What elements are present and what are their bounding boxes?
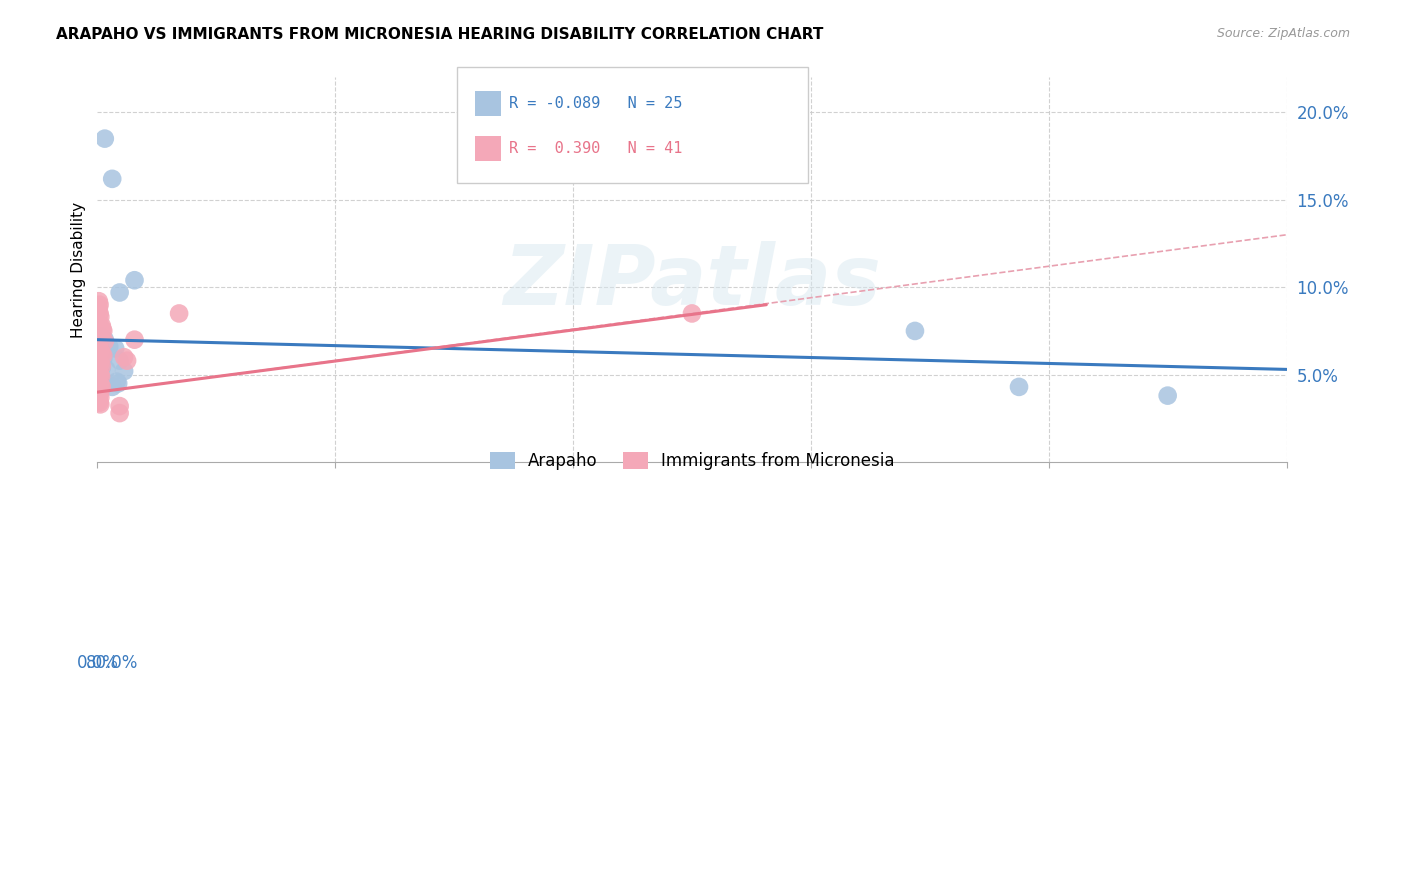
Point — [112, 350, 135, 364]
Point — [94, 334, 117, 349]
Point — [91, 351, 114, 366]
Text: 0.0%: 0.0% — [76, 655, 118, 673]
Point — [90, 360, 112, 375]
Point — [87, 384, 110, 398]
Text: 80.0%: 80.0% — [86, 655, 138, 673]
Point — [87, 353, 110, 368]
Point — [90, 359, 112, 373]
Point — [90, 380, 112, 394]
Point — [105, 375, 128, 389]
Point — [87, 294, 110, 309]
Point — [108, 285, 131, 300]
Point — [89, 385, 111, 400]
Legend: Arapaho, Immigrants from Micronesia: Arapaho, Immigrants from Micronesia — [482, 445, 901, 477]
Point — [89, 350, 111, 364]
Text: ZIPatlas: ZIPatlas — [503, 241, 882, 322]
Point — [89, 395, 111, 409]
Point — [87, 371, 110, 385]
Point — [89, 357, 111, 371]
Point — [101, 171, 124, 186]
Point — [89, 310, 111, 324]
Point — [112, 364, 135, 378]
Point — [124, 333, 146, 347]
Point — [89, 366, 111, 380]
Point — [87, 346, 110, 360]
Point — [107, 376, 129, 391]
Point — [89, 298, 111, 312]
Point — [87, 329, 110, 343]
Point — [89, 343, 111, 358]
Point — [89, 397, 111, 411]
Point — [91, 324, 114, 338]
Point — [1008, 380, 1031, 394]
Point — [90, 369, 112, 384]
Point — [89, 333, 111, 347]
Point — [89, 306, 111, 320]
Point — [94, 131, 117, 145]
Point — [89, 373, 111, 387]
Point — [87, 359, 110, 373]
Point — [87, 364, 110, 378]
Point — [101, 380, 124, 394]
Point — [87, 301, 110, 316]
Point — [87, 375, 110, 389]
Text: Source: ZipAtlas.com: Source: ZipAtlas.com — [1216, 27, 1350, 40]
Point — [681, 306, 703, 320]
Text: R =  0.390   N = 41: R = 0.390 N = 41 — [509, 141, 682, 156]
Point — [96, 362, 118, 376]
Point — [87, 393, 110, 408]
Point — [89, 378, 111, 392]
Text: ARAPAHO VS IMMIGRANTS FROM MICRONESIA HEARING DISABILITY CORRELATION CHART: ARAPAHO VS IMMIGRANTS FROM MICRONESIA HE… — [56, 27, 824, 42]
Point — [90, 346, 112, 360]
Text: R = -0.089   N = 25: R = -0.089 N = 25 — [509, 96, 682, 111]
Point — [89, 376, 111, 391]
Point — [94, 333, 117, 347]
Point — [124, 273, 146, 287]
Point — [91, 322, 114, 336]
Point — [108, 399, 131, 413]
Point — [90, 336, 112, 351]
Point — [91, 348, 114, 362]
Point — [87, 389, 110, 403]
Point — [108, 406, 131, 420]
Point — [89, 355, 111, 369]
Point — [104, 342, 127, 356]
Point — [167, 306, 190, 320]
Point — [89, 390, 111, 404]
Point — [89, 368, 111, 382]
Point — [89, 329, 111, 343]
Point — [108, 353, 131, 368]
Point — [90, 318, 112, 333]
Point — [115, 353, 138, 368]
Point — [904, 324, 927, 338]
Y-axis label: Hearing Disability: Hearing Disability — [72, 202, 86, 338]
Point — [1156, 389, 1178, 403]
Point — [87, 342, 110, 356]
Point — [98, 340, 121, 354]
